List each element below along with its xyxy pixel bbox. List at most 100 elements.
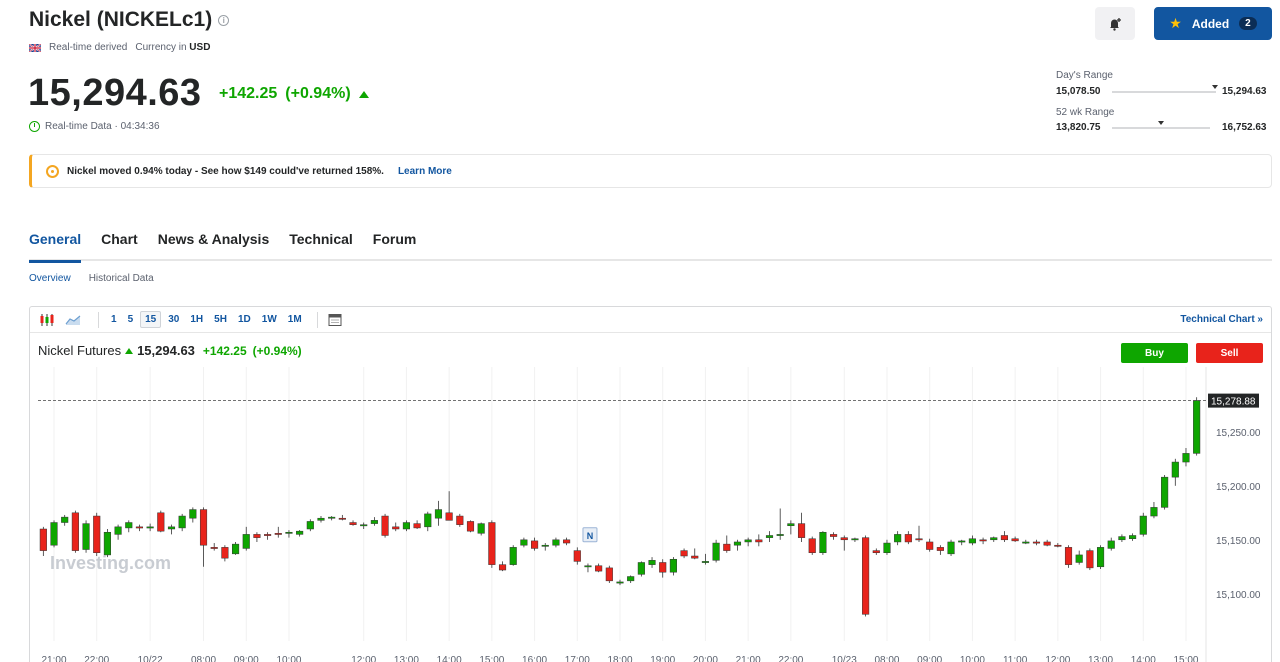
candle-down [1000, 535, 1009, 541]
candle-up [296, 530, 304, 535]
candle-up [1182, 453, 1190, 463]
candle-up [787, 523, 795, 527]
candle-up [103, 531, 111, 556]
candle-up [328, 516, 336, 519]
realtime-data-row: Real-time Data · 04:34:36 [29, 121, 160, 132]
chart-price: 15,294.63 [137, 343, 195, 358]
chart-quote-line: Nickel Futures 15,294.63 +142.25 (+0.94%… [38, 343, 302, 358]
x-tick-label: 10/23 [832, 655, 857, 662]
interval-30[interactable]: 30 [168, 314, 180, 325]
y-tick-label: 15,250.00 [1216, 428, 1261, 439]
candle-down [595, 565, 603, 572]
candle-up [370, 520, 378, 524]
calendar-icon[interactable] [326, 313, 344, 327]
candle-up [1161, 476, 1169, 508]
candle-up [82, 523, 90, 550]
interval-15[interactable]: 15 [140, 311, 162, 328]
interval-5[interactable]: 5 [127, 314, 134, 325]
candle-down [1032, 541, 1041, 544]
candle-down [659, 562, 667, 573]
candle-down [445, 512, 453, 521]
price-change: +142.25 (+0.94%) [219, 85, 369, 103]
candle-down [915, 538, 923, 541]
candlestick-chart[interactable]: Investing.com 15,250.00 15,200.00 15,150.00… [30, 367, 1271, 662]
x-tick-label: 14:00 [437, 655, 462, 662]
candle-down [498, 564, 507, 571]
interval-5h[interactable]: 5H [214, 314, 227, 325]
candle-down [680, 550, 688, 557]
create-alert-button[interactable] [1095, 7, 1135, 40]
candle-up [434, 509, 443, 519]
candle-down [39, 528, 47, 551]
days-range-label: Day's Range [1056, 70, 1113, 81]
days-range-marker [1211, 85, 1218, 89]
candle-up [765, 535, 774, 538]
days-range-high: 15,294.63 [1222, 86, 1267, 97]
x-tick-label: 12:00 [1045, 655, 1070, 662]
instrument-subline: Real-time derived Currency in USD [29, 42, 210, 53]
subtab-overview[interactable]: Overview [29, 273, 71, 284]
x-tick-label: 08:00 [191, 655, 216, 662]
area-chart-icon[interactable] [64, 313, 82, 327]
x-tick-label: 17:00 [565, 655, 590, 662]
x-tick-label: 13:00 [1088, 655, 1113, 662]
candle-up [968, 538, 976, 544]
days-range-low: 15,078.50 [1056, 86, 1101, 97]
interval-1d[interactable]: 1D [237, 314, 251, 325]
candle-up [402, 522, 410, 530]
candle-down [1043, 541, 1051, 546]
interval-1w[interactable]: 1W [261, 314, 277, 325]
banner-text: Nickel moved 0.94% today - See how $149 … [67, 165, 384, 177]
watchlist-added-button[interactable]: ★ Added 2 [1154, 7, 1272, 40]
candle-down [872, 550, 880, 554]
technical-chart-link[interactable]: Technical Chart » [1180, 314, 1263, 325]
candle-down [808, 538, 816, 554]
tab-technical[interactable]: Technical [289, 231, 353, 247]
candle-up [360, 524, 368, 527]
candle-down [392, 526, 400, 530]
buy-button[interactable]: Buy [1121, 343, 1188, 363]
interval-1h[interactable]: 1H [190, 314, 204, 325]
candle-up [1150, 507, 1158, 517]
candlestick-type-icon[interactable] [38, 313, 56, 327]
candle-up [883, 542, 891, 554]
candle-up [306, 521, 314, 530]
currency-label: Currency in USD [135, 42, 211, 53]
info-icon[interactable]: i [218, 14, 230, 26]
candle-up [242, 534, 250, 549]
tab-chart[interactable]: Chart [101, 231, 138, 247]
last-price: 15,294.63 [28, 72, 202, 114]
wk52-range-label: 52 wk Range [1056, 107, 1115, 118]
candle-up [1193, 400, 1201, 454]
y-tick-label: 15,150.00 [1216, 536, 1261, 547]
candle-down [221, 547, 229, 559]
tab-forum[interactable]: Forum [372, 231, 417, 247]
candle-up [947, 541, 955, 555]
candle-down [413, 523, 421, 529]
interval-1m[interactable]: 1M [287, 314, 302, 325]
learn-more-link[interactable]: Learn More [397, 165, 452, 177]
candle-down [135, 526, 144, 529]
candle-down [830, 534, 838, 537]
sell-button[interactable]: Sell [1196, 343, 1263, 363]
up-arrow-icon [358, 90, 369, 98]
candle-down [563, 539, 571, 544]
tab-general[interactable]: General [29, 229, 82, 263]
chart-instrument-name: Nickel Futures [38, 343, 122, 358]
candle-up [776, 534, 784, 536]
star-icon: ★ [1169, 15, 1182, 31]
interval-1[interactable]: 1 [111, 314, 117, 325]
candle-down [904, 534, 912, 543]
x-tick-label: 10/22 [138, 655, 163, 662]
candle-up [541, 544, 549, 547]
candle-up [627, 576, 635, 582]
y-tick-label: 15,200.00 [1216, 482, 1261, 493]
toolbar-divider [316, 311, 318, 328]
candle-down [531, 540, 539, 549]
x-tick-label: 15:00 [1173, 655, 1198, 662]
tab-news-analysis[interactable]: News & Analysis [157, 231, 270, 247]
candle-down [488, 522, 496, 565]
subtab-historical-data[interactable]: Historical Data [88, 273, 154, 284]
x-tick-label: 11:00 [1003, 655, 1028, 662]
x-tick-label: 16:00 [522, 655, 547, 662]
